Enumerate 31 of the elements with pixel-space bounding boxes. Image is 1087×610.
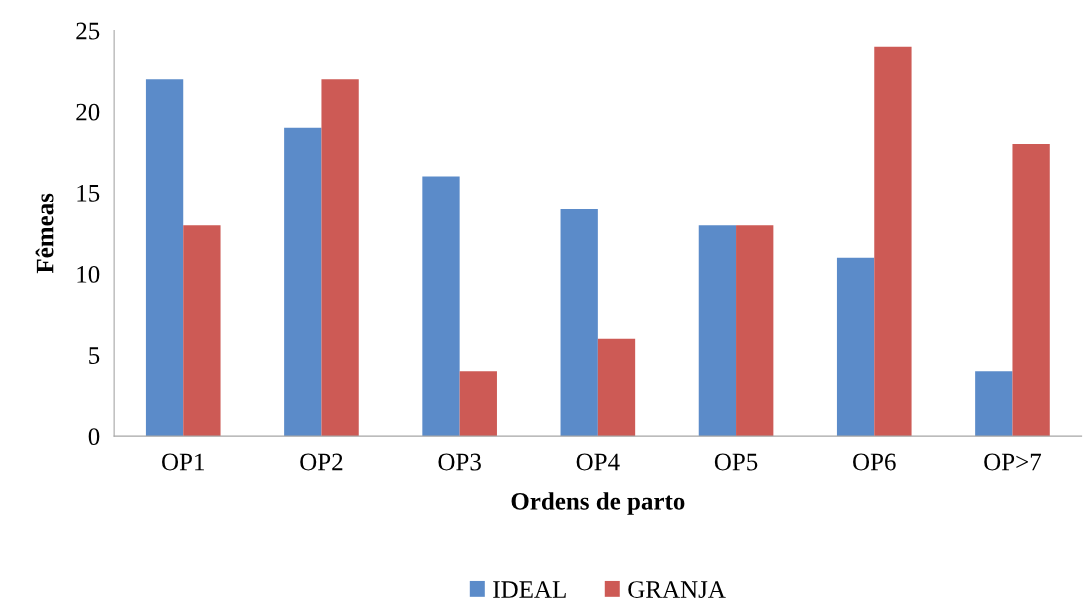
- bar: [836, 257, 875, 437]
- x-tick-label: OP6: [853, 453, 896, 471]
- legend-label: IDEAL: [493, 581, 566, 598]
- bar: [597, 338, 636, 437]
- bar: [975, 371, 1013, 437]
- x-tick-label: OP5: [714, 453, 758, 471]
- bar: [560, 208, 598, 437]
- y-tick-label: 15: [77, 184, 100, 202]
- bar: [736, 225, 774, 437]
- legend-label: GRANJA: [628, 581, 726, 598]
- x-tick-label: OP2: [300, 453, 343, 471]
- y-tick-label: 0: [88, 428, 100, 446]
- bar: [284, 127, 322, 437]
- x-tick-label: OP>7: [984, 453, 1042, 471]
- x-tick-label: OP1: [162, 453, 204, 471]
- x-tick-label: OP3: [438, 453, 481, 471]
- bar: [321, 79, 359, 437]
- x-tick-label: OP4: [576, 453, 620, 471]
- y-tick-label: 20: [76, 103, 100, 121]
- bar: [459, 371, 497, 437]
- x-axis-title: Ordens de parto: [511, 492, 685, 515]
- y-tick-label: 5: [89, 347, 100, 364]
- bar: [183, 225, 221, 437]
- y-tick-label: 10: [77, 265, 100, 283]
- bar: [874, 46, 912, 437]
- y-tick-label: 25: [76, 22, 100, 40]
- bar: [698, 225, 737, 437]
- bar: [145, 79, 184, 437]
- bar: [1012, 144, 1050, 437]
- y-axis-title: Fêmeas: [35, 193, 54, 274]
- bar: [422, 176, 460, 437]
